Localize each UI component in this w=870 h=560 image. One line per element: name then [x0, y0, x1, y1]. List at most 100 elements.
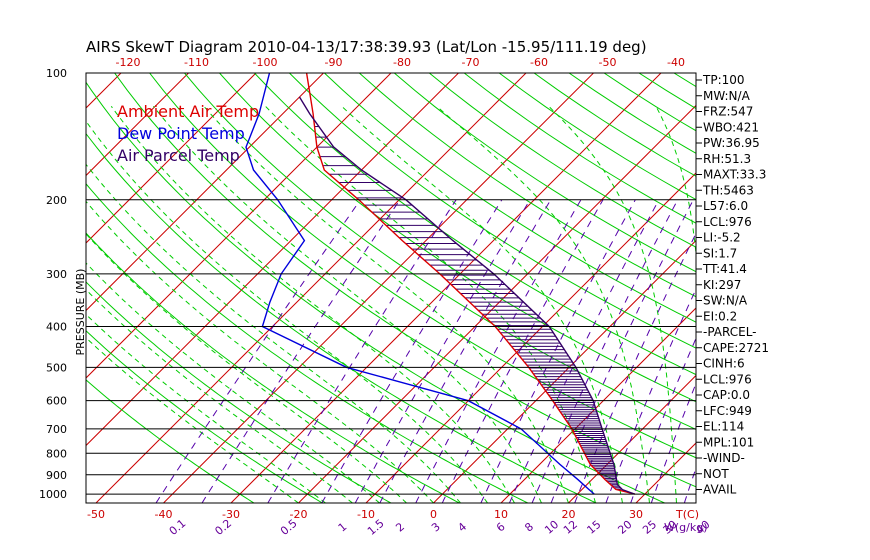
- top-temp-tick-label: -110: [184, 56, 209, 69]
- dry-adiabat-line: [744, 73, 870, 503]
- dry-adiabat-line: [219, 73, 696, 403]
- temp-tick-label: -10: [357, 508, 375, 521]
- mixing-ratio-line: [441, 199, 604, 503]
- mixing-ratio-axis-label: W(g/kg): [664, 521, 708, 534]
- stability-index-label: PW:36.95: [703, 136, 760, 150]
- stability-index-label: WBO:421: [703, 120, 759, 134]
- isotherm-line: [771, 73, 870, 503]
- moist-adiabat-line: [203, 105, 569, 503]
- isotherm-line: [86, 73, 459, 447]
- dry-adiabat-line: [254, 73, 696, 376]
- dry-adiabat-line: [86, 379, 255, 503]
- mixing-ratio-tick-label: 15: [584, 518, 603, 537]
- cape-hatching: [314, 126, 630, 493]
- stability-index-label: CAP:0.0: [703, 388, 750, 402]
- stability-index-label: KI:297: [703, 278, 741, 292]
- pressure-tick-label: 700: [46, 423, 67, 436]
- mixing-ratio-line: [155, 199, 361, 503]
- pressure-tick-label: 300: [46, 268, 67, 281]
- top-temp-tick-label: -80: [393, 56, 411, 69]
- stability-index-label: SI:1.7: [703, 246, 737, 260]
- mixing-ratio-tick-label: 2: [393, 520, 407, 534]
- mixing-ratio-line: [574, 232, 696, 503]
- y-axis-label: PRESSURE (MB): [74, 269, 87, 356]
- stability-index-label: L57:6.0: [703, 199, 748, 213]
- mixing-ratio-tick-label: 8: [522, 520, 536, 534]
- mixing-ratio-tick-label: 3: [429, 520, 443, 534]
- dry-adiabat-line: [324, 73, 696, 323]
- temp-tick-label: 20: [562, 508, 576, 521]
- pressure-tick-label: 600: [46, 395, 67, 408]
- moist-adiabat-line: [436, 105, 650, 503]
- stability-index-label: EI:0.2: [703, 309, 737, 323]
- mixing-ratio-line: [630, 336, 696, 503]
- isotherm-line: [95, 73, 527, 503]
- moist-adiabat-line: [265, 105, 596, 503]
- temp-tick-label: -40: [155, 508, 173, 521]
- dew-point-temp-line: [245, 73, 595, 495]
- mixing-ratio-line: [201, 199, 401, 503]
- dry-adiabat-line: [463, 73, 696, 224]
- mixing-ratio-tick-label: 25: [640, 518, 659, 537]
- moist-adiabat-line: [86, 163, 461, 503]
- stability-index-label: SW:N/A: [703, 294, 748, 308]
- moist-adiabat-line: [86, 120, 488, 503]
- mixing-ratio-line: [321, 199, 503, 503]
- dry-adiabat-line: [289, 73, 696, 349]
- mixing-ratio-line: [379, 199, 552, 503]
- stability-index-label: MPL:101: [703, 435, 754, 449]
- stability-index-label: CINH:6: [703, 357, 745, 371]
- pressure-tick-label: 1000: [39, 488, 67, 501]
- moist-adiabat-line: [86, 200, 434, 503]
- x-axis-label: T(C): [675, 508, 699, 521]
- isotherm-line: [0, 73, 54, 503]
- mixing-ratio-line: [415, 199, 582, 503]
- pressure-tick-label: 500: [46, 361, 67, 374]
- temp-tick-label: -50: [87, 508, 105, 521]
- dry-adiabat-line: [358, 73, 696, 298]
- stability-index-label: MW:N/A: [703, 89, 751, 103]
- stability-index-label: LCL:976: [703, 215, 752, 229]
- moist-adiabat-line: [548, 105, 677, 503]
- dry-adiabat-line: [849, 73, 870, 503]
- dry-adiabat-line: [86, 132, 597, 503]
- dry-adiabat-line: [498, 73, 696, 201]
- isotherm-line: [86, 73, 189, 177]
- dry-adiabat-line: [86, 183, 529, 503]
- isotherm-line: [298, 104, 696, 503]
- top-temp-tick-label: -60: [530, 56, 548, 69]
- legend-air-parcel-temp: Air Parcel Temp: [117, 146, 240, 165]
- mixing-ratio-line: [508, 199, 660, 503]
- isotherm-line: [86, 73, 122, 109]
- dry-adiabat-line: [86, 281, 392, 503]
- isotherm-line: [86, 73, 257, 244]
- isotherm-line: [163, 73, 594, 503]
- stability-index-label: LCL:976: [703, 372, 752, 386]
- stability-index-label: LI:-5.2: [703, 231, 741, 245]
- mixing-ratio-line: [550, 199, 694, 503]
- pressure-tick-label: 100: [46, 67, 67, 80]
- top-temp-tick-label: -120: [116, 56, 141, 69]
- stability-index-label: RH:51.3: [703, 152, 751, 166]
- mixing-ratio-line: [683, 466, 696, 503]
- mixing-ratio-line: [650, 382, 696, 503]
- stability-index-label: CAPE:2721: [703, 341, 769, 355]
- stability-index-label: NOT: [703, 467, 729, 481]
- dry-adiabat-line: [428, 73, 696, 248]
- stability-index-label: TP:100: [702, 73, 745, 87]
- dry-adiabat-line: [86, 330, 323, 503]
- mixing-ratio-tick-label: 4: [455, 520, 469, 534]
- moist-adiabat-line: [110, 106, 515, 503]
- mixing-ratio-tick-label: 10: [542, 518, 561, 537]
- moist-adiabat-line: [86, 233, 407, 503]
- temp-tick-label: 0: [430, 508, 437, 521]
- isotherm-line: [230, 73, 662, 503]
- stability-index-label: LFC:949: [703, 404, 752, 418]
- stability-index-label: FRZ:547: [703, 105, 753, 119]
- dry-adiabat-line: [779, 73, 870, 503]
- top-temp-tick-label: -50: [599, 56, 617, 69]
- dry-adiabat-line: [814, 73, 870, 503]
- top-temp-tick-label: -40: [667, 56, 685, 69]
